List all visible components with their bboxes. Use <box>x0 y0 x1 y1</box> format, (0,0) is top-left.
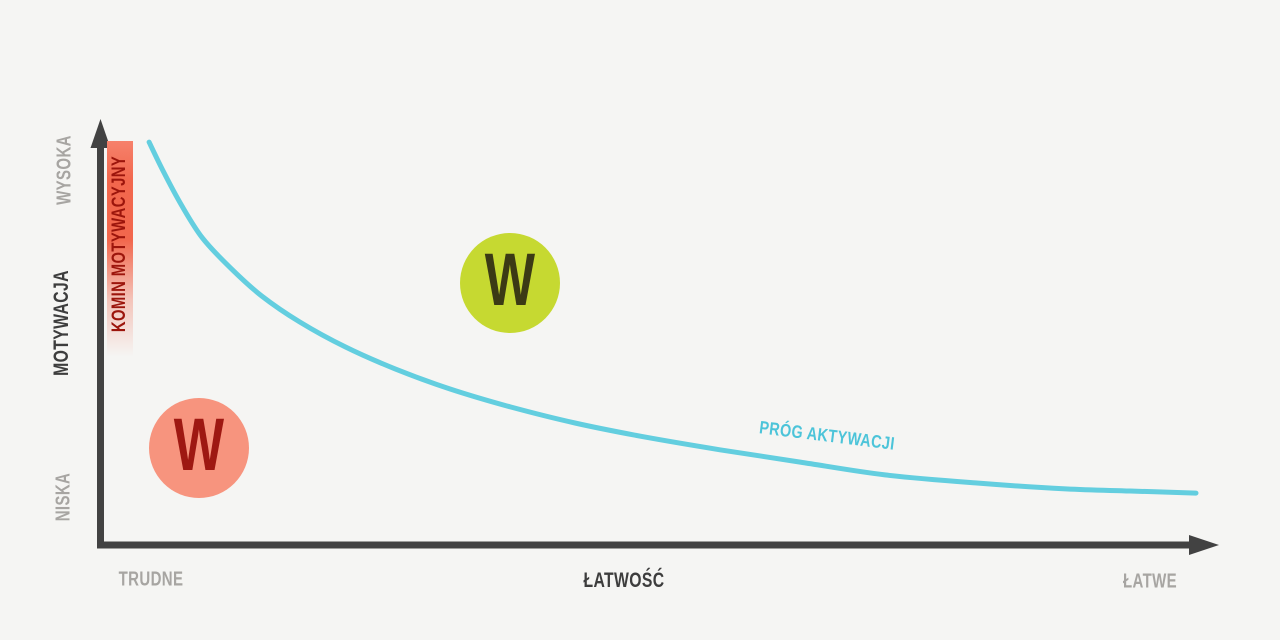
x-axis-arrowhead <box>1189 535 1219 555</box>
y-axis-min-label: NISKA <box>52 472 75 522</box>
y-axis-arrowhead <box>90 119 111 148</box>
y-axis-title: MOTYWACJA <box>50 270 73 376</box>
marker-above-threshold: W <box>460 232 561 333</box>
x-axis-max-label: ŁATWE <box>1122 570 1178 593</box>
activation-threshold-curve <box>146 139 1199 496</box>
x-axis-min-label: TRUDNE <box>118 568 184 591</box>
marker-letter: W <box>485 237 536 321</box>
motivation-chimney-label: KOMIN MOTYWACYJNY <box>109 156 130 333</box>
x-axis-title: ŁATWOŚĆ <box>583 569 665 592</box>
marker-below-threshold: W <box>149 398 250 499</box>
marker-letter: W <box>174 403 225 487</box>
y-axis-max-label: WYSOKA <box>53 135 76 205</box>
motivation-chimney-bar: KOMIN MOTYWACYJNY <box>107 141 133 361</box>
